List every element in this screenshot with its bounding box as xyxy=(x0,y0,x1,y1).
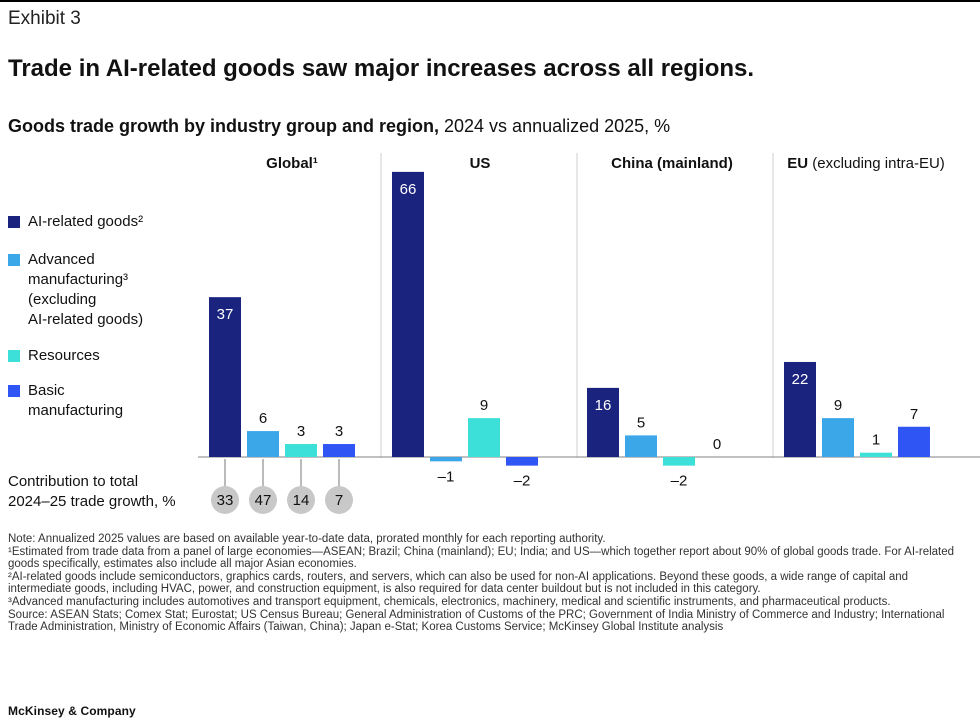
panel-title-bold: China (mainland) xyxy=(611,155,733,172)
contribution-value-2: 14 xyxy=(293,492,310,509)
top-rule xyxy=(0,0,980,2)
legend-item-ai: AI-related goods² xyxy=(8,212,143,232)
mckinsey-logo: McKinsey & Company xyxy=(8,704,136,718)
data-label-3-1: 9 xyxy=(834,397,842,414)
contribution-circle-1 xyxy=(249,486,277,514)
footnote-1: ¹Estimated from trade data from a panel … xyxy=(8,545,955,571)
headline: Trade in AI-related goods saw major incr… xyxy=(8,55,755,82)
legend-label-basic: Basic manufacturing xyxy=(28,382,124,419)
panel-title-bold: EU xyxy=(787,155,808,172)
data-label-0-3: 3 xyxy=(335,423,343,440)
data-label-0-0: 37 xyxy=(217,306,234,323)
contribution-value-1: 47 xyxy=(255,492,272,509)
legend-label-ai: AI-related goods² xyxy=(28,213,144,230)
panel-title-rest: (excluding intra-EU) xyxy=(808,155,945,172)
bar-1-1 xyxy=(430,457,462,462)
contribution-circle-3 xyxy=(325,486,353,514)
footnote-3: ³Advanced manufacturing includes automot… xyxy=(8,595,891,608)
bar-3-3 xyxy=(898,426,930,457)
legend-swatch-basic xyxy=(8,385,20,397)
bar-0-3 xyxy=(323,444,355,457)
exhibit-label: Exhibit 3 xyxy=(8,8,81,29)
chart-subtitle: Goods trade growth by industry group and… xyxy=(8,116,670,137)
data-label-2-1: 5 xyxy=(637,414,645,431)
data-label-1-1: –1 xyxy=(438,468,455,485)
bar-3-0 xyxy=(784,361,816,457)
contribution-value-3: 7 xyxy=(335,492,343,509)
legend-item-basic: Basic manufacturing xyxy=(8,381,123,421)
bar-0-0 xyxy=(209,297,241,457)
bar-0-1 xyxy=(247,431,279,457)
data-label-3-3: 7 xyxy=(910,406,918,423)
data-label-1-3: –2 xyxy=(514,473,531,490)
panel-title-bold: US xyxy=(470,155,491,172)
panel-title-3: EU (excluding intra-EU) xyxy=(787,155,945,172)
panel-title-bold: Global¹ xyxy=(266,155,318,172)
legend-swatch-resources xyxy=(8,350,20,362)
subtitle-bold: Goods trade growth by industry group and… xyxy=(8,116,440,136)
bar-0-2 xyxy=(285,444,317,457)
bar-3-1 xyxy=(822,418,854,457)
data-label-2-3: 0 xyxy=(713,436,721,453)
footnotes: Note: Annualized 2025 values are based o… xyxy=(8,533,973,634)
footnote-2: ²AI-related goods include semiconductors… xyxy=(8,570,909,596)
data-label-1-2: 9 xyxy=(480,397,488,414)
data-label-0-1: 6 xyxy=(259,410,267,427)
legend-swatch-ai xyxy=(8,216,20,228)
legend-item-advanced: Advanced manufacturing³ (excluding AI-re… xyxy=(8,250,143,330)
data-label-3-2: 1 xyxy=(872,432,880,449)
panel-title-2: China (mainland) xyxy=(611,155,733,172)
panel-title-0: Global¹ xyxy=(266,155,318,172)
data-label-2-0: 16 xyxy=(595,397,612,414)
bar-1-2 xyxy=(468,418,500,457)
contribution-label: Contribution to total 2024–25 trade grow… xyxy=(8,473,176,510)
source-text: Source: ASEAN Stats; Comex Stat; Eurosta… xyxy=(8,608,945,634)
contribution-circle-2 xyxy=(287,486,315,514)
contribution-circle-0 xyxy=(211,486,239,514)
contribution-value-0: 33 xyxy=(217,492,234,509)
bar-2-0 xyxy=(587,387,619,457)
data-label-0-2: 3 xyxy=(297,423,305,440)
note-text: Note: Annualized 2025 values are based o… xyxy=(8,533,606,545)
legend-label-advanced: Advanced manufacturing³ (excluding AI-re… xyxy=(28,251,144,328)
data-label-3-0: 22 xyxy=(792,371,809,388)
panel-title-1: US xyxy=(470,155,491,172)
legend-swatch-advanced xyxy=(8,254,20,266)
bar-2-2 xyxy=(663,457,695,466)
legend-item-resources: Resources xyxy=(8,346,100,366)
legend-label-resources: Resources xyxy=(28,347,100,364)
bar-3-2 xyxy=(860,452,892,457)
data-label-2-2: –2 xyxy=(671,473,688,490)
subtitle-rest: 2024 vs annualized 2025, % xyxy=(439,116,671,136)
bar-2-1 xyxy=(625,435,657,457)
bar-1-3 xyxy=(506,457,538,466)
bar-1-0 xyxy=(392,171,424,457)
data-label-1-0: 66 xyxy=(400,181,417,198)
